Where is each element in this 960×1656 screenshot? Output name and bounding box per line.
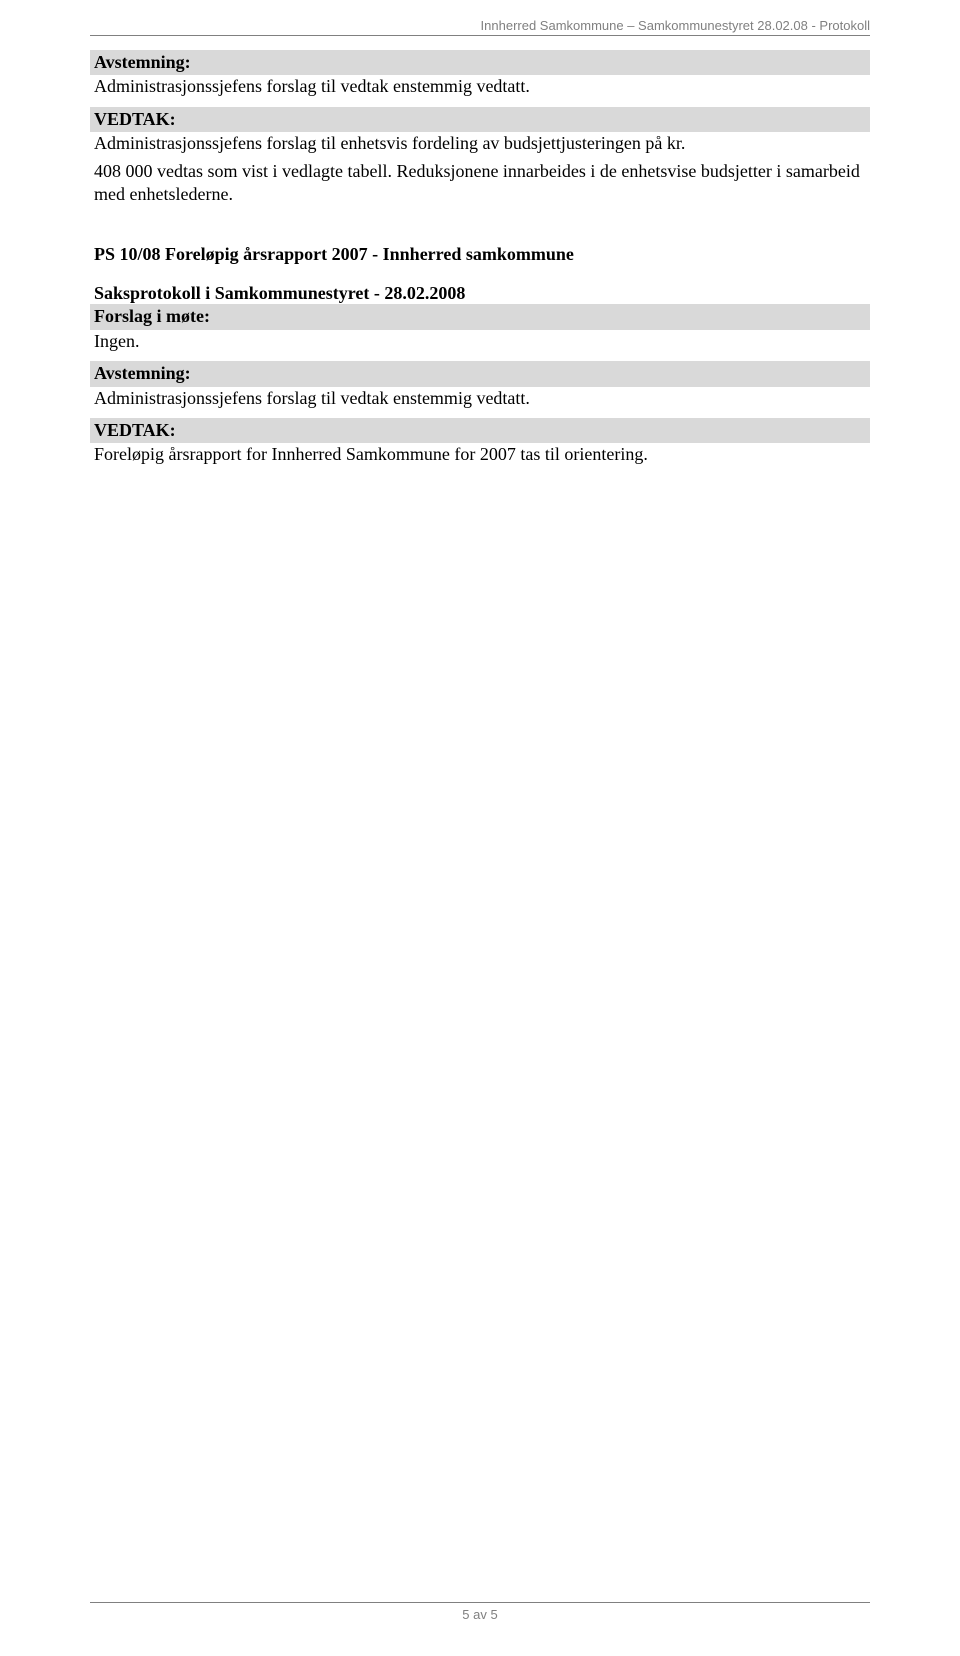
- forslag-text: Ingen.: [90, 330, 870, 353]
- page-header: Innherred Samkommune – Samkommunestyret …: [90, 18, 870, 35]
- document-page: Innherred Samkommune – Samkommunestyret …: [0, 0, 960, 1656]
- avstemning-text-2: Administrasjonssjefens forslag til vedta…: [90, 387, 870, 410]
- avstemning-label-1: Avstemning:: [90, 50, 870, 75]
- vedtak-text-2: Foreløpig årsrapport for Innherred Samko…: [90, 443, 870, 466]
- avstemning-text-1: Administrasjonssjefens forslag til vedta…: [90, 75, 870, 98]
- footer-rule: [90, 1602, 870, 1603]
- ps-heading: PS 10/08 Foreløpig årsrapport 2007 - Inn…: [90, 244, 870, 265]
- vedtak-text-1b: 408 000 vedtas som vist i vedlagte tabel…: [90, 160, 870, 207]
- page-footer: 5 av 5: [90, 1602, 870, 1622]
- saksprotokoll-heading: Saksprotokoll i Samkommunestyret - 28.02…: [90, 283, 870, 304]
- vedtak-label-2: VEDTAK:: [90, 418, 870, 443]
- avstemning-label-2: Avstemning:: [90, 361, 870, 386]
- vedtak-text-1a: Administrasjonssjefens forslag til enhet…: [90, 132, 870, 155]
- header-rule: [90, 35, 870, 36]
- page-number: 5 av 5: [90, 1607, 870, 1622]
- vedtak-label-1: VEDTAK:: [90, 107, 870, 132]
- forslag-label: Forslag i møte:: [90, 304, 870, 329]
